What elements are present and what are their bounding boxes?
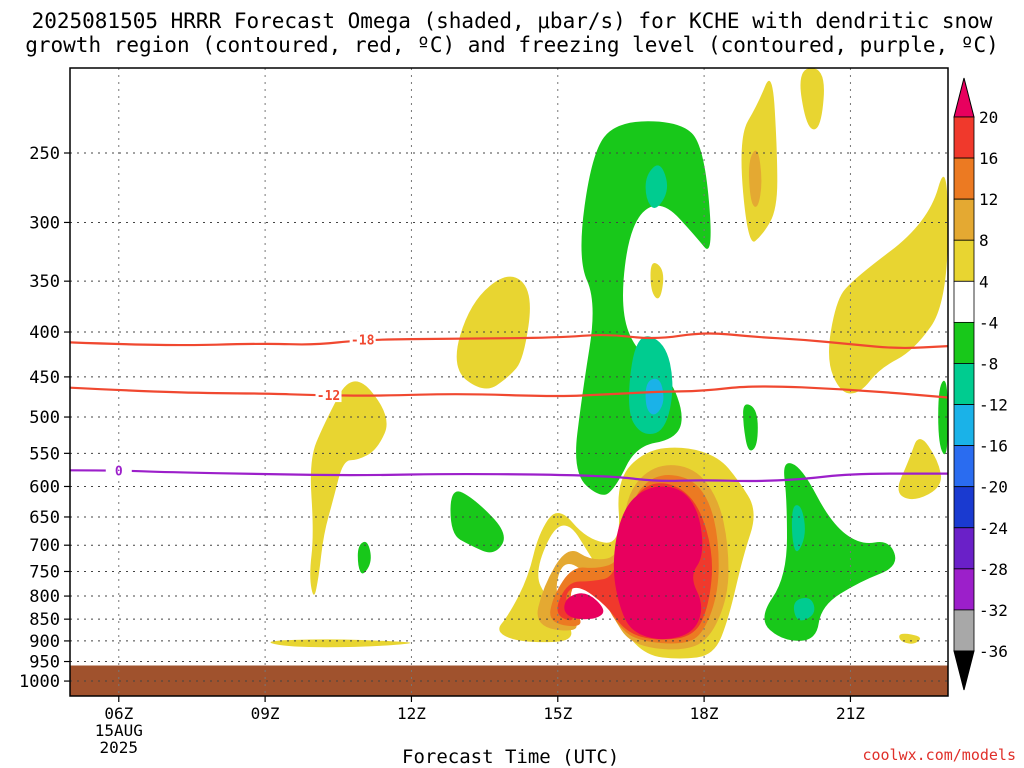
colorbar-bin-3 [953, 239, 975, 282]
omega-region-5-value-20 [564, 593, 604, 620]
y-tick-label-1000: 1000 [19, 672, 60, 692]
chart-title-line-2: growth region (contoured, red, ºC) and f… [25, 33, 999, 57]
x-tick-label-18Z: 18Z [690, 704, 719, 723]
contour-label--12: -12 [317, 389, 340, 404]
omega-region-4-value-20 [613, 486, 703, 640]
omega-region-26-value-4 [650, 262, 664, 299]
omega-region-12-value-neg4 [743, 404, 758, 451]
y-tick-label-900: 900 [29, 632, 60, 652]
x-tick-label-09Z: 09Z [251, 704, 280, 723]
colorbar-label-20: 20 [979, 108, 998, 127]
ground-surface [70, 665, 948, 696]
colorbar-bin-10 [953, 527, 975, 570]
y-tick-label-850: 850 [29, 610, 60, 630]
colorbar-bin-4 [953, 280, 975, 323]
contour-label-bg--12 [315, 387, 342, 403]
y-tick-label-700: 700 [29, 536, 60, 556]
omega-region-18-value-4 [310, 381, 387, 595]
omega-region-19-value-4 [270, 639, 411, 648]
colorbar-label-neg24: -24 [979, 519, 1008, 538]
contour-label-0: 0 [115, 464, 123, 479]
colorbar-label-4: 4 [979, 272, 989, 291]
contour-line-0 [70, 469, 948, 483]
colorbar-bin-12 [953, 609, 975, 652]
colorbar-top-arrow [953, 77, 975, 118]
x-tick-label-21Z: 21Z [836, 704, 865, 723]
colorbar-label-neg4: -4 [979, 313, 998, 332]
colorbar-label-8: 8 [979, 231, 989, 250]
colorbar-bin-9 [953, 486, 975, 529]
y-tick-label-300: 300 [29, 213, 60, 233]
colorbar-bin-2 [953, 198, 975, 241]
colorbar-label-neg8: -8 [979, 354, 998, 373]
colorbar-label-neg20: -20 [979, 478, 1008, 497]
y-tick-label-950: 950 [29, 653, 60, 673]
omega-region-14-value-neg8 [791, 505, 805, 552]
omega-region-23-value-4 [828, 176, 948, 394]
omega-region-10-value-neg4 [450, 491, 504, 553]
colorbar-bin-7 [953, 404, 975, 447]
omega-region-22-value-4 [800, 68, 824, 130]
x-axis-title: Forecast Time (UTC) [402, 746, 620, 768]
contour-label--18: -18 [351, 334, 375, 349]
contour-label-bg-0 [105, 462, 132, 478]
omega-region-9-value-neg8 [645, 165, 668, 208]
y-tick-label-650: 650 [29, 508, 60, 528]
colorbar-label-neg36: -36 [979, 642, 1008, 661]
omega-region-15-value-neg8 [793, 597, 815, 621]
y-tick-label-600: 600 [29, 477, 60, 497]
y-tick-label-250: 250 [29, 144, 60, 164]
x-tick-label-12Z: 12Z [397, 704, 426, 723]
y-tick-label-400: 400 [29, 323, 60, 343]
contour-line--12 [70, 385, 948, 399]
omega-shading [270, 68, 948, 659]
colorbar-label-neg28: -28 [979, 560, 1008, 579]
x-tick-year-label: 2025 [100, 738, 139, 757]
omega-region-21-value-8 [748, 150, 762, 207]
credit-link[interactable]: coolwx.com/models [862, 746, 1016, 764]
colorbar-label-neg16: -16 [979, 437, 1008, 456]
omega-region-8-value-neg12 [645, 378, 664, 415]
x-tick-label-15Z: 15Z [543, 704, 572, 723]
colorbar-label-16: 16 [979, 149, 998, 168]
plot-frame [69, 67, 949, 697]
colorbar-bin-8 [953, 445, 975, 488]
colorbar-bottom-arrow [953, 650, 975, 691]
y-tick-label-550: 550 [29, 444, 60, 464]
y-tick-label-450: 450 [29, 368, 60, 388]
omega-region-16-value-neg4 [938, 380, 948, 455]
omega-region-24-value-4 [898, 439, 942, 500]
colorbar-bin-5 [953, 321, 975, 364]
y-tick-label-500: 500 [29, 408, 60, 428]
y-tick-label-800: 800 [29, 587, 60, 607]
contour-label-bg--18 [349, 331, 376, 347]
colorbar-bin-1 [953, 157, 975, 200]
x-tick-date-label: 15AUG [95, 721, 143, 740]
omega-region-6-value-neg4 [576, 121, 711, 495]
contour-line--18 [70, 332, 948, 350]
chart-title-line-1: 2025081505 HRRR Forecast Omega (shaded, … [31, 9, 993, 33]
x-tick-label-06Z: 06Z [104, 704, 133, 723]
y-tick-label-750: 750 [29, 562, 60, 582]
colorbar-bin-6 [953, 363, 975, 405]
omega-region-17-value-4 [456, 276, 530, 389]
colorbar-label-neg12: -12 [979, 396, 1008, 415]
colorbar-label-12: 12 [979, 190, 998, 209]
y-tick-label-350: 350 [29, 272, 60, 292]
omega-region-11-value-neg4 [357, 541, 371, 574]
colorbar-bin-11 [953, 568, 975, 611]
colorbar-label-neg32: -32 [979, 601, 1008, 620]
colorbar-bin-0 [953, 116, 975, 159]
contour-lines: -18 -12 0 [70, 331, 948, 483]
